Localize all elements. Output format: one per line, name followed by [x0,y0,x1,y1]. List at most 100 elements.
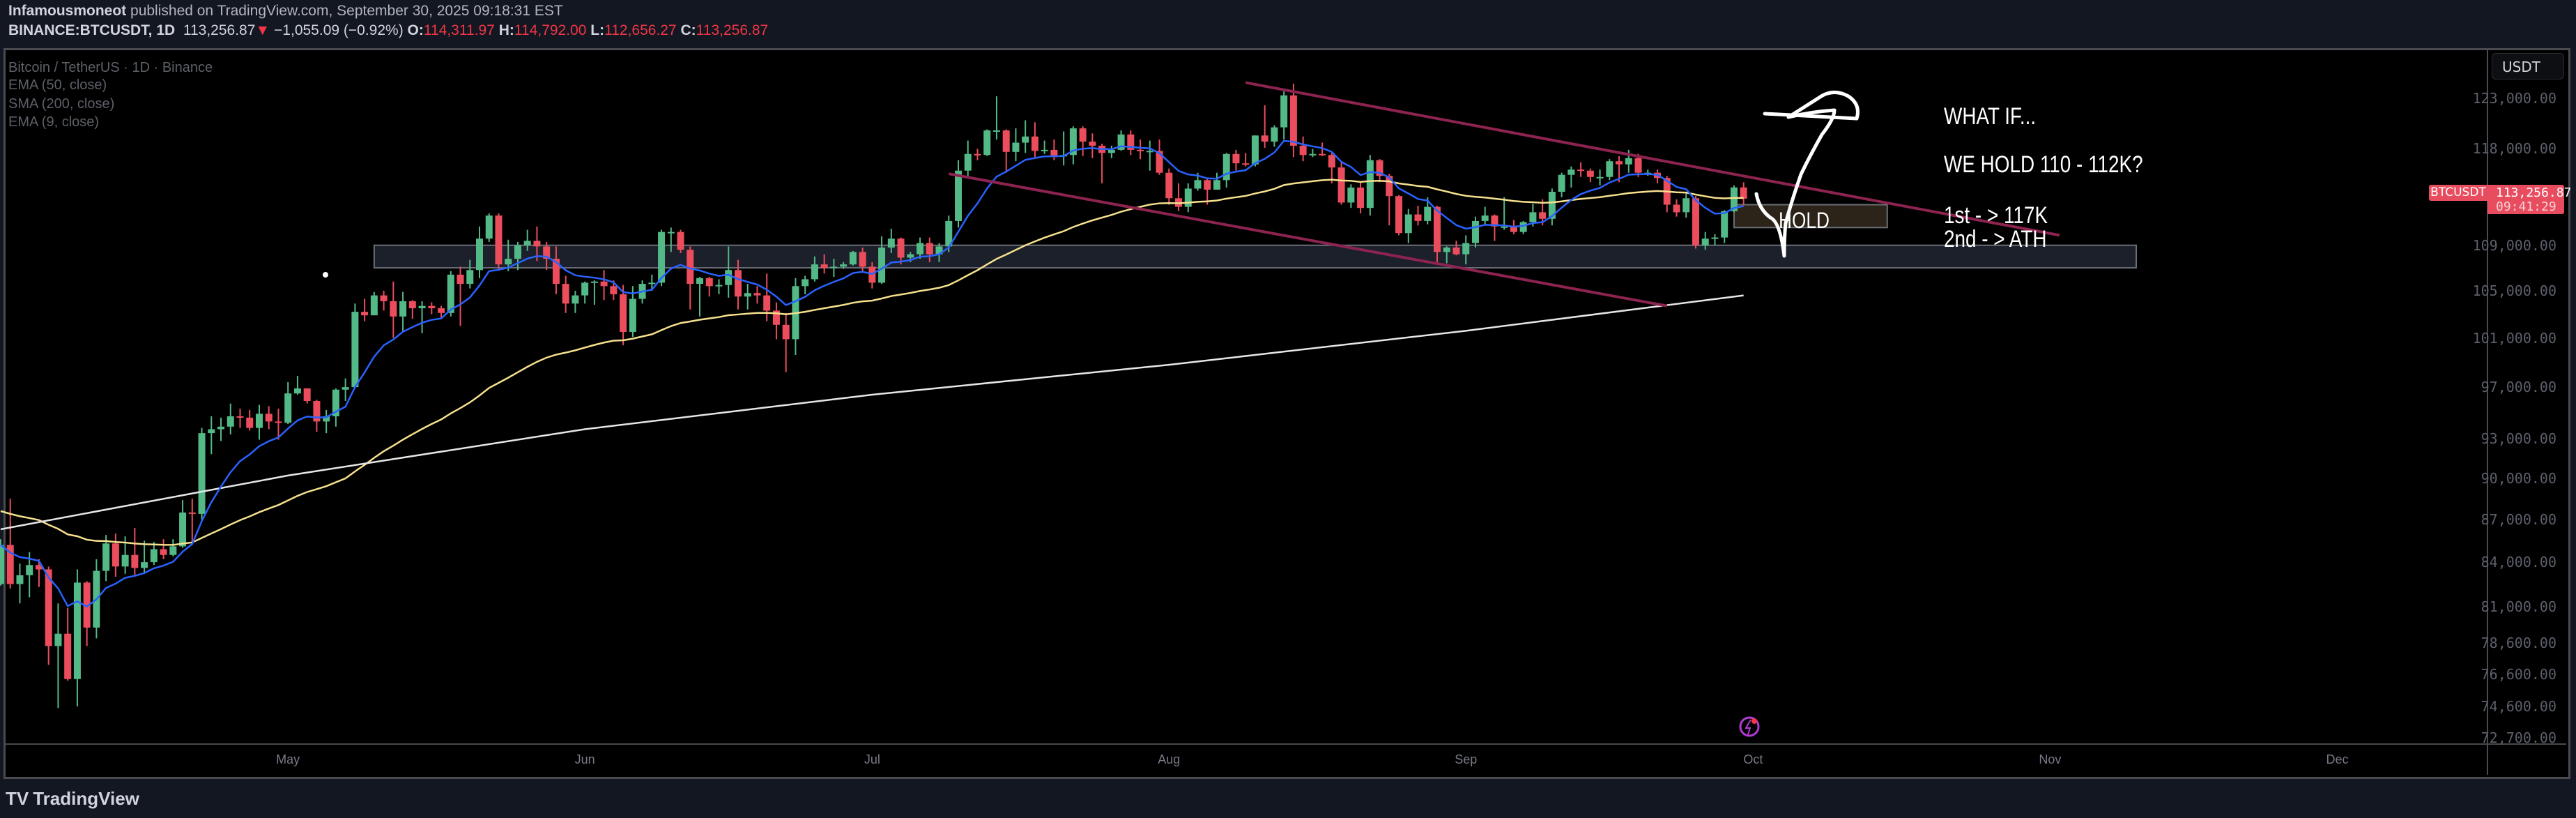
candle [1634,153,1642,177]
candle [1165,168,1173,205]
legend-title[interactable]: Bitcoin / TetherUS · 1D · Binance [8,60,213,75]
candle-body [1404,214,1412,234]
candle-body [1577,169,1585,172]
candle [1337,161,1345,205]
candle [73,569,81,707]
candle-body [1606,161,1613,177]
candle [1682,192,1690,218]
time-tick-label: Nov [2039,752,2062,766]
candle [687,246,694,310]
candle [361,298,369,321]
candle [505,239,512,271]
candle-body [1309,153,1317,156]
candle-body [1127,134,1135,150]
candle [581,281,589,304]
candle-body [160,549,167,555]
candle [1471,216,1479,248]
candle [293,376,301,395]
annotation-hold-question[interactable]: WE HOLD 110 - 112K? [1944,151,2143,178]
candle [802,275,809,294]
time-tick-label: Aug [1158,752,1181,766]
alert-lightning-icon[interactable] [1739,716,1760,737]
candle-body [1232,153,1240,164]
candle [667,227,675,252]
candle [1012,128,1020,162]
candle-body [897,238,905,258]
candle-body [1567,169,1575,175]
annotation-hold[interactable]: HOLD [1779,208,1830,233]
legend-sma200[interactable]: SMA (200, close) [8,96,115,112]
candle-body [1510,226,1517,232]
candle-body [1548,192,1556,219]
candle [1548,188,1556,226]
candle-body [1299,145,1307,156]
candle [1616,156,1623,183]
candle [1501,197,1508,230]
candle-body [1156,151,1163,173]
candle [457,266,464,326]
candle-body [859,252,866,267]
candle [1232,149,1240,171]
candle [1251,135,1259,167]
high-label: H: [498,22,514,38]
candle [1357,182,1365,213]
candle-body [1012,142,1020,152]
time-tick-label: Oct [1743,752,1763,766]
candle-body [323,416,330,422]
annotation-target-2[interactable]: 2nd - > ATH [1944,226,2047,252]
candle-body [293,388,301,394]
candle [1404,209,1412,243]
candle-body [246,417,254,428]
currency-button[interactable]: USDT [2492,53,2564,79]
candle-body [974,153,981,156]
candle [131,527,139,575]
candle [150,542,158,566]
candle-body [179,512,187,547]
candle [1414,206,1422,226]
candle-body [466,270,474,285]
candle [917,237,924,259]
candle-body [1031,136,1038,151]
candle [485,213,493,242]
price-tick-label: 97,000.00 [2481,379,2556,396]
tradingview-logo[interactable]: TV TradingView [6,788,139,810]
candle-body [1673,204,1680,213]
candle [677,229,684,253]
candle-body [523,241,531,245]
annotation-what-if[interactable]: WHAT IF... [1944,103,2037,130]
candle [1261,105,1268,148]
annotation-target-1[interactable]: 1st - > 117K [1944,202,2048,229]
candle [629,286,636,337]
legend-ema9[interactable]: EMA (9, close) [8,114,100,130]
legend-ema50[interactable]: EMA (50, close) [8,77,107,93]
open-label: O: [407,22,424,38]
candle [102,535,110,582]
candle-body [1328,155,1335,168]
candle-body [131,554,139,568]
chart-pane[interactable] [3,48,2570,779]
current-price-label: 113,256.87 09:41:29 [2487,184,2571,214]
candle-body [1539,212,1547,219]
price-tick-label: 90,000.00 [2481,469,2556,487]
candle [772,302,780,340]
candle [332,388,339,427]
candle [208,416,215,455]
candle [1031,122,1038,158]
candle [1366,155,1374,216]
candle-body [428,305,436,309]
candle [705,277,713,297]
tradingview-logo-text: TradingView [33,788,139,809]
candle [734,259,742,310]
freehand-drawing[interactable] [1754,91,1860,258]
sma200-line [0,294,1744,531]
candle [878,236,886,285]
candle-body [54,633,62,646]
candle-body [830,266,838,268]
candle-body [802,279,809,287]
candle-body [992,130,1000,132]
author-name[interactable]: Infamousmoneot [8,3,127,19]
candle [725,246,733,298]
candle [935,243,943,262]
candle-body [543,246,551,259]
